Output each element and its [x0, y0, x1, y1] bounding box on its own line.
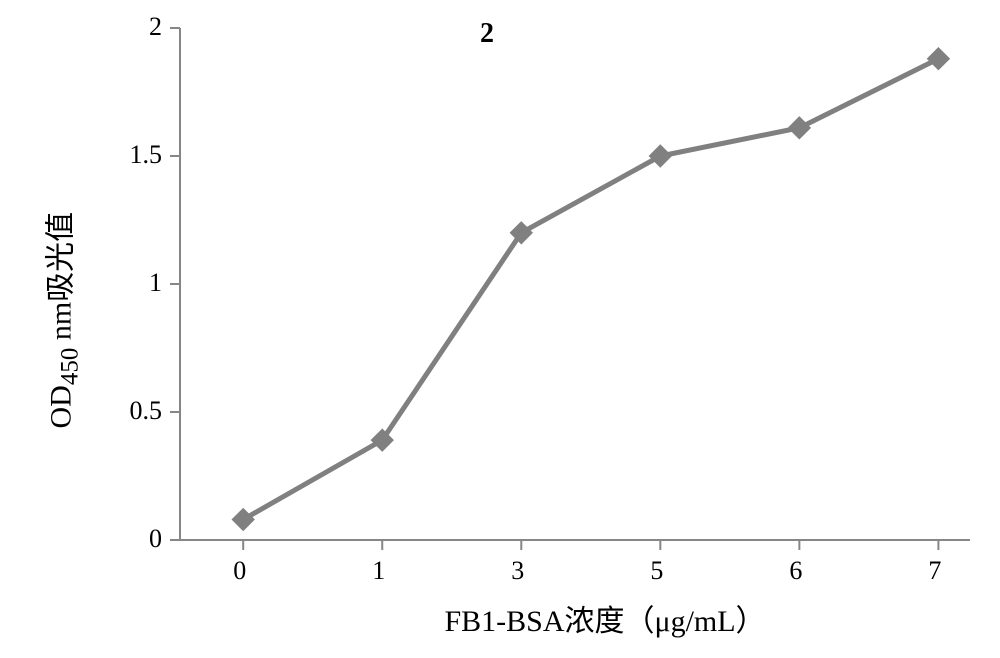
x-tick-label: 1 [372, 556, 385, 586]
plot-svg [0, 0, 1000, 658]
y-tick-label: 0.5 [130, 396, 163, 426]
y-tick-label: 1.5 [130, 140, 163, 170]
x-tick-label: 6 [789, 556, 802, 586]
x-tick-label: 3 [511, 556, 524, 586]
chart-stage: 2 OD450 nm吸光值 FB1-BSA浓度（μg/mL） 0 0.5 1 1.5 2… [0, 0, 1000, 658]
x-tick-label: 0 [233, 556, 246, 586]
x-tick-label: 7 [928, 556, 941, 586]
y-tick-label: 2 [149, 12, 162, 42]
y-tick-label: 1 [149, 268, 162, 298]
x-axis-label: FB1-BSA浓度（μg/mL） [0, 596, 1000, 640]
x-tick-label: 5 [650, 556, 663, 586]
y-tick-label: 0 [149, 524, 162, 554]
y-axis-label: OD450 nm吸光值 [36, 212, 85, 429]
chart-title: 2 [480, 18, 494, 50]
